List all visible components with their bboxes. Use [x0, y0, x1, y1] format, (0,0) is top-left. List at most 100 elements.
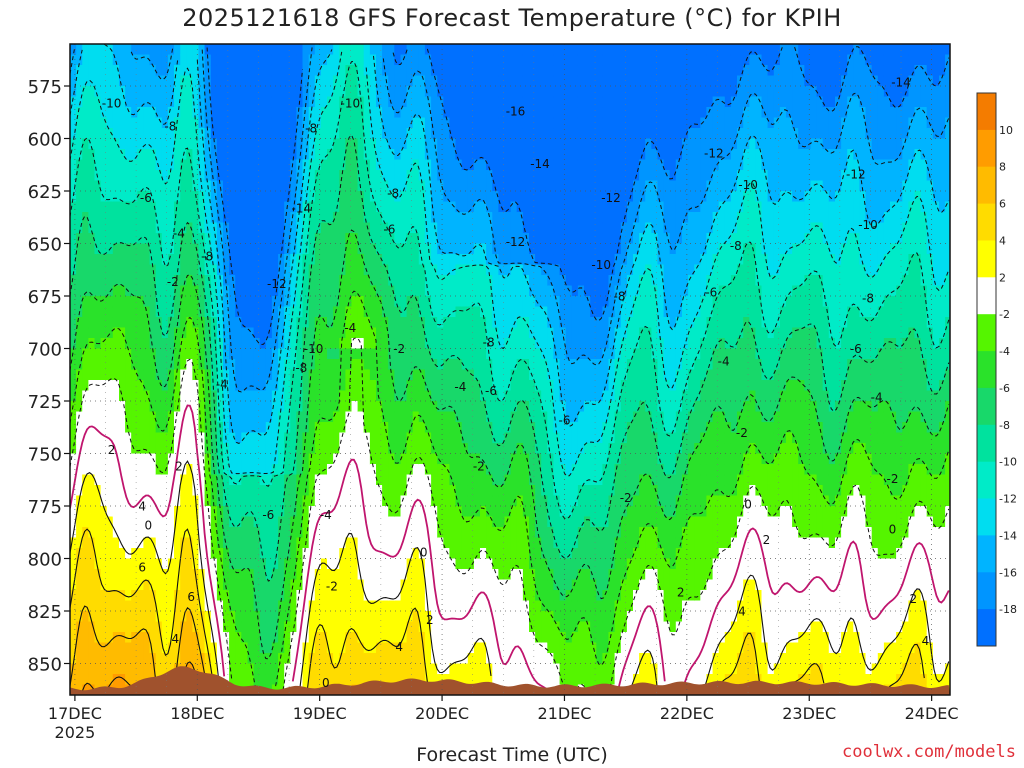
field-cell	[504, 516, 512, 528]
field-cell	[376, 243, 383, 255]
field-cell	[431, 128, 438, 140]
field-cell	[259, 495, 267, 507]
field-cell	[510, 170, 518, 182]
field-cell	[210, 170, 218, 182]
field-cell	[247, 317, 255, 329]
field-cell	[253, 600, 261, 612]
field-cell	[198, 548, 206, 560]
field-cell	[486, 474, 493, 486]
field-cell	[198, 317, 206, 329]
field-cell	[424, 464, 432, 476]
field-cell	[125, 96, 132, 108]
field-cell	[241, 306, 248, 318]
field-cell	[167, 527, 175, 539]
field-cell	[192, 44, 200, 56]
field-cell	[88, 212, 96, 224]
field-cell	[467, 621, 475, 633]
field-cell	[412, 474, 420, 486]
field-cell	[498, 516, 506, 528]
field-cell	[516, 506, 524, 518]
field-cell	[100, 485, 108, 497]
field-cell	[100, 306, 108, 318]
field-cell	[351, 317, 359, 329]
field-cell	[492, 516, 499, 528]
field-cell	[290, 264, 297, 276]
field-cell	[424, 537, 432, 549]
field-cell	[137, 422, 144, 434]
field-cell	[112, 516, 120, 528]
field-cell	[388, 243, 395, 255]
field-cell	[216, 44, 224, 56]
field-cell	[547, 180, 554, 192]
field-cell	[388, 96, 395, 108]
field-cell	[473, 401, 481, 413]
field-cell	[223, 191, 230, 203]
field-cell	[492, 422, 499, 434]
field-cell	[394, 432, 401, 444]
field-cell	[492, 75, 499, 87]
field-cell	[167, 579, 175, 591]
field-cell	[308, 317, 316, 329]
field-cell	[547, 86, 554, 98]
field-cell	[229, 296, 236, 308]
field-cell	[94, 54, 102, 66]
field-cell	[137, 663, 144, 675]
field-cell	[418, 86, 426, 98]
field-cell	[131, 65, 138, 77]
field-cell	[174, 327, 181, 339]
field-cell	[327, 674, 334, 686]
field-cell	[210, 149, 218, 161]
field-cell	[210, 86, 218, 98]
field-cell	[278, 306, 285, 318]
field-cell	[461, 107, 469, 119]
field-cell	[388, 149, 395, 161]
field-cell	[388, 296, 395, 308]
field-cell	[284, 138, 291, 150]
field-cell	[180, 474, 187, 486]
field-cell	[541, 411, 548, 423]
field-cell	[119, 453, 126, 465]
field-cell	[480, 632, 487, 644]
field-cell	[473, 348, 481, 360]
field-cell	[357, 243, 365, 255]
field-cell	[155, 590, 163, 602]
field-cell	[88, 674, 96, 686]
field-cell	[137, 44, 144, 56]
field-cell	[498, 579, 506, 591]
field-cell	[553, 369, 561, 381]
field-cell	[449, 485, 457, 497]
field-cell	[70, 327, 77, 339]
field-cell	[271, 117, 279, 129]
field-cell	[198, 453, 206, 465]
field-cell	[149, 75, 157, 87]
field-cell	[339, 527, 346, 539]
field-cell	[510, 65, 518, 77]
field-cell	[437, 390, 444, 402]
field-cell	[412, 348, 420, 360]
field-cell	[229, 117, 236, 129]
field-cell	[259, 443, 267, 455]
field-cell	[522, 432, 530, 444]
field-cell	[516, 296, 524, 308]
field-cell	[186, 443, 193, 455]
field-cell	[247, 443, 255, 455]
field-cell	[376, 464, 383, 476]
field-cell	[247, 621, 255, 633]
field-cell	[241, 485, 248, 497]
field-cell	[76, 579, 83, 591]
field-cell	[400, 117, 408, 129]
field-cell	[106, 180, 114, 192]
field-cell	[247, 201, 255, 213]
field-cell	[363, 653, 371, 665]
field-cell	[278, 663, 285, 675]
field-cell	[88, 642, 96, 654]
field-cell	[137, 170, 144, 182]
field-cell	[449, 201, 457, 213]
field-cell	[424, 233, 432, 245]
field-cell	[308, 222, 316, 234]
field-cell	[125, 653, 132, 665]
field-cell	[424, 653, 432, 665]
field-cell	[259, 338, 267, 350]
field-cell	[339, 243, 346, 255]
field-cell	[535, 191, 542, 203]
